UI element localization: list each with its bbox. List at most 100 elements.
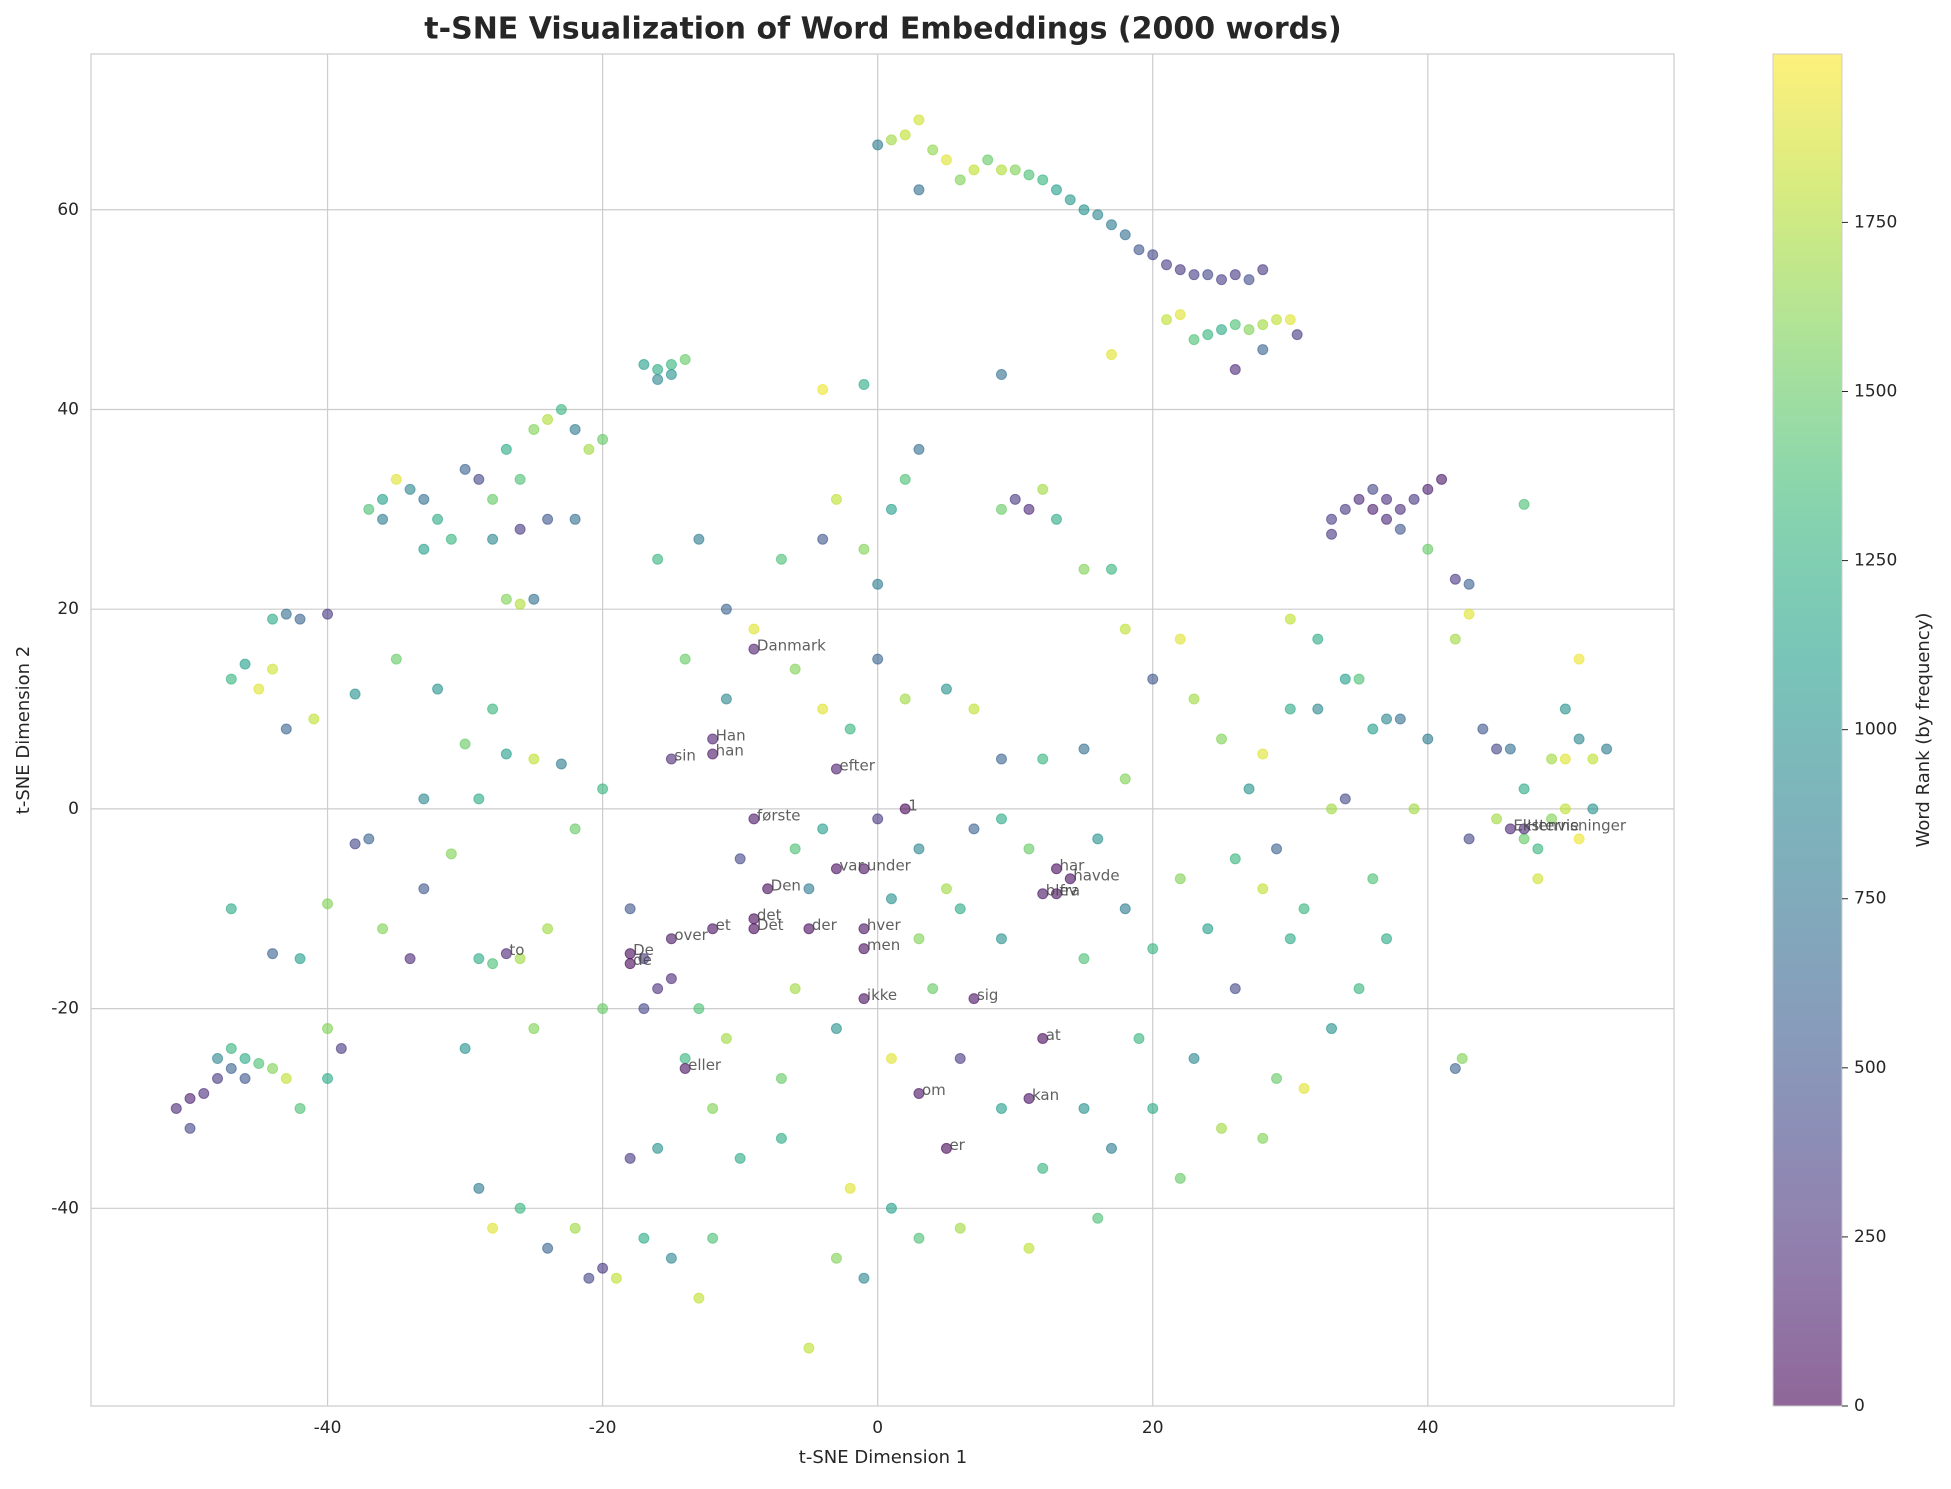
annotated-point — [500, 948, 512, 960]
point — [1339, 503, 1351, 515]
word-label: men — [867, 936, 900, 954]
point — [404, 953, 416, 965]
point — [1394, 713, 1406, 725]
point — [1147, 1102, 1159, 1114]
word-label: var — [839, 856, 864, 874]
point — [954, 1053, 966, 1065]
point — [652, 1142, 664, 1154]
y-tick-label: 0 — [68, 799, 79, 819]
word-label: der — [812, 916, 838, 934]
point — [1257, 1132, 1269, 1144]
point — [665, 973, 677, 985]
point — [1491, 813, 1503, 825]
point — [432, 683, 444, 695]
annotated-point — [707, 733, 719, 745]
point — [1284, 933, 1296, 945]
point — [1381, 493, 1393, 505]
point — [885, 1053, 897, 1065]
point — [322, 898, 334, 910]
point — [418, 543, 430, 555]
point — [363, 833, 375, 845]
word-label: om — [922, 1081, 946, 1099]
point — [817, 703, 829, 715]
point — [1119, 773, 1131, 785]
point — [542, 1242, 554, 1254]
point — [995, 1102, 1007, 1114]
word-label: sig — [977, 986, 999, 1004]
point — [1202, 329, 1214, 341]
x-tick-label: 20 — [1142, 1418, 1164, 1438]
annotated-point — [940, 1142, 952, 1154]
point — [1257, 264, 1269, 276]
point — [390, 473, 402, 485]
point — [803, 1342, 815, 1354]
point — [652, 374, 664, 386]
point — [170, 1102, 182, 1114]
point — [528, 423, 540, 435]
point — [913, 184, 925, 196]
point — [1559, 753, 1571, 765]
point — [1449, 573, 1461, 585]
point — [569, 513, 581, 525]
annotated-point — [913, 1087, 925, 1099]
point — [1367, 873, 1379, 885]
point — [789, 983, 801, 995]
annotated-point — [665, 933, 677, 945]
point — [500, 593, 512, 605]
point — [775, 553, 787, 565]
point — [995, 503, 1007, 515]
point — [1532, 873, 1544, 885]
point — [1449, 633, 1461, 645]
point — [225, 1062, 237, 1074]
point — [1161, 314, 1173, 326]
point — [1518, 833, 1530, 845]
colorbar-tick-label: 1750 — [1854, 212, 1897, 232]
point — [377, 493, 389, 505]
point — [225, 903, 237, 915]
point — [624, 903, 636, 915]
point — [995, 164, 1007, 176]
point — [1257, 319, 1269, 331]
point — [487, 958, 499, 970]
point — [817, 823, 829, 835]
point — [940, 683, 952, 695]
word-label: fra — [1059, 881, 1080, 899]
point — [418, 493, 430, 505]
word-label: Danmark — [757, 637, 826, 655]
point — [308, 713, 320, 725]
annotated-point — [1050, 863, 1062, 875]
word-label: sin — [674, 746, 696, 764]
point — [693, 1292, 705, 1304]
point — [1573, 653, 1585, 665]
point — [1381, 713, 1393, 725]
point — [253, 1058, 265, 1070]
point — [789, 663, 801, 675]
word-label: ikke — [867, 986, 897, 1004]
point — [1092, 833, 1104, 845]
point — [225, 1043, 237, 1055]
point — [1037, 174, 1049, 186]
word-label: blev — [1046, 881, 1078, 899]
point — [899, 129, 911, 141]
point — [954, 174, 966, 186]
point — [679, 354, 691, 366]
word-label: kan — [1032, 1086, 1059, 1104]
point — [995, 813, 1007, 825]
point — [583, 443, 595, 455]
annotated-point — [858, 863, 870, 875]
word-label: det — [757, 906, 782, 924]
point — [239, 658, 251, 670]
point — [542, 413, 554, 425]
point — [1174, 1172, 1186, 1184]
point — [1092, 1212, 1104, 1224]
point — [1367, 503, 1379, 515]
point — [1367, 723, 1379, 735]
annotated-point — [679, 1062, 691, 1074]
point — [1463, 833, 1475, 845]
point — [927, 983, 939, 995]
point — [885, 134, 897, 146]
word-label: over — [674, 926, 708, 944]
point — [267, 663, 279, 675]
point — [514, 1202, 526, 1214]
point — [1202, 269, 1214, 281]
